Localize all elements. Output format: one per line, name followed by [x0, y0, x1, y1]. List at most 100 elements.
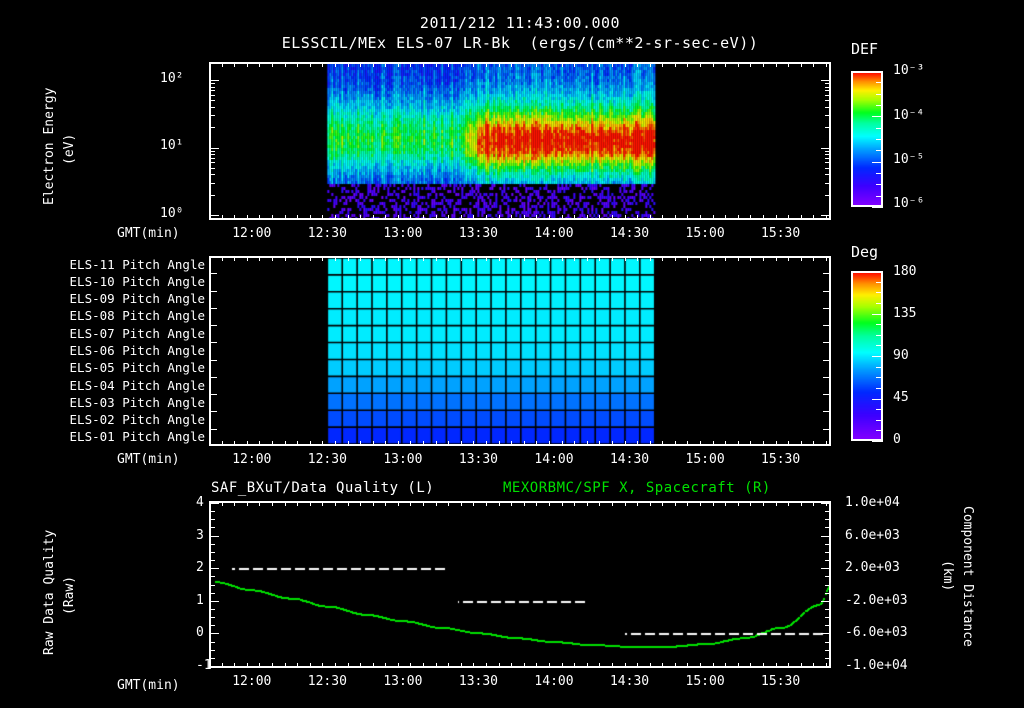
x-tick [524, 441, 525, 446]
y-tick-right [821, 633, 831, 634]
y-tick-left [209, 519, 215, 520]
x-tick [738, 215, 739, 220]
y-tick [209, 80, 219, 81]
y-tick [825, 174, 831, 175]
x-tick [348, 441, 349, 446]
y-tick [823, 411, 831, 412]
colorbar-tick [876, 196, 883, 197]
colorbar-tick [876, 409, 883, 410]
colorbar-tick [876, 367, 883, 368]
x-tick [297, 256, 298, 261]
x-tick [423, 663, 424, 668]
x-tick [650, 441, 651, 446]
x-tick [348, 215, 349, 220]
x-tick-label: 13:00 [383, 674, 423, 689]
p3-ylabel-line2: (Raw) [62, 575, 77, 615]
x-tick [385, 663, 386, 668]
x-tick [687, 62, 688, 67]
x-tick [599, 663, 600, 668]
x-tick [536, 215, 537, 220]
x-tick [410, 663, 411, 668]
x-tick [599, 501, 600, 506]
y-tick-left [209, 536, 219, 537]
x-tick [511, 62, 512, 67]
colorbar-tick [876, 82, 883, 83]
deg-tick-90: 90 [893, 348, 909, 363]
x-tick [259, 501, 260, 506]
x-tick [662, 256, 663, 261]
x-tick [536, 62, 537, 67]
pitch-angle-panel-frame [209, 256, 831, 446]
x-tick [776, 441, 777, 446]
y-tick [825, 162, 831, 163]
x-tick [549, 62, 550, 67]
x-tick-label: 13:30 [458, 452, 499, 467]
x-tick [826, 441, 827, 446]
x-tick [625, 663, 626, 668]
deg-tick-180: 180 [893, 264, 917, 279]
x-tick [700, 215, 701, 220]
x-tick [247, 501, 248, 506]
x-tick-label: 12:00 [232, 674, 272, 689]
x-tick [234, 441, 235, 446]
x-tick [234, 256, 235, 261]
x-tick [448, 62, 449, 67]
x-tick [625, 441, 626, 446]
x-tick [448, 215, 449, 220]
colorbar-tick [876, 173, 883, 174]
x-tick [209, 215, 210, 220]
x-tick [511, 256, 512, 261]
colorbar-tick [876, 94, 883, 95]
y-tick [209, 148, 219, 149]
p1-ylabel-line1: Electron Energy [42, 87, 57, 205]
y-tick-left [209, 560, 215, 561]
x-tick [612, 501, 613, 506]
x-tick [612, 256, 613, 261]
x-tick [725, 441, 726, 446]
x-tick [750, 256, 751, 261]
x-tick [499, 663, 500, 668]
pitch-row-label: ELS-10 Pitch Angle [69, 273, 205, 289]
pitch-row-label: ELS-05 Pitch Angle [69, 360, 205, 376]
x-tick [373, 256, 374, 261]
pitch-row-label: ELS-11 Pitch Angle [69, 256, 205, 272]
x-tick-label: 14:00 [534, 674, 574, 689]
x-tick [713, 62, 714, 67]
y-tick-left [209, 633, 219, 634]
x-tick [662, 441, 663, 446]
x-tick [675, 663, 676, 668]
x-tick [788, 256, 789, 261]
y-tick-left [209, 527, 215, 528]
x-tick [725, 256, 726, 261]
x-tick [385, 62, 386, 67]
x-tick [209, 62, 210, 67]
pitch-row-label: ELS-09 Pitch Angle [69, 291, 205, 307]
x-tick [436, 256, 437, 261]
x-tick [625, 215, 626, 220]
y-tick-right [825, 519, 831, 520]
x-tick [348, 663, 349, 668]
p3-ytick-right: 2.0e+03 [845, 560, 900, 576]
y-tick-right [825, 609, 831, 610]
x-tick [398, 62, 399, 67]
y-tick [209, 377, 217, 378]
x-tick [272, 215, 273, 220]
y-tick [209, 273, 217, 274]
x-tick [738, 256, 739, 261]
x-tick [700, 501, 701, 506]
y-tick-right [825, 576, 831, 577]
x-tick [360, 256, 361, 261]
page-title: 2011/212 11:43:00.000 [419, 14, 621, 32]
x-tick-label: 12:30 [307, 226, 347, 241]
y-tick [825, 83, 831, 84]
x-tick [410, 441, 411, 446]
x-tick [637, 501, 638, 506]
y-tick-left [209, 585, 215, 586]
x-tick [713, 441, 714, 446]
x-tick [285, 663, 286, 668]
y-tick [209, 394, 217, 395]
x-tick [801, 663, 802, 668]
x-tick [650, 62, 651, 67]
pitch-row-label: ELS-04 Pitch Angle [69, 377, 205, 393]
y-tick-left [209, 576, 215, 577]
